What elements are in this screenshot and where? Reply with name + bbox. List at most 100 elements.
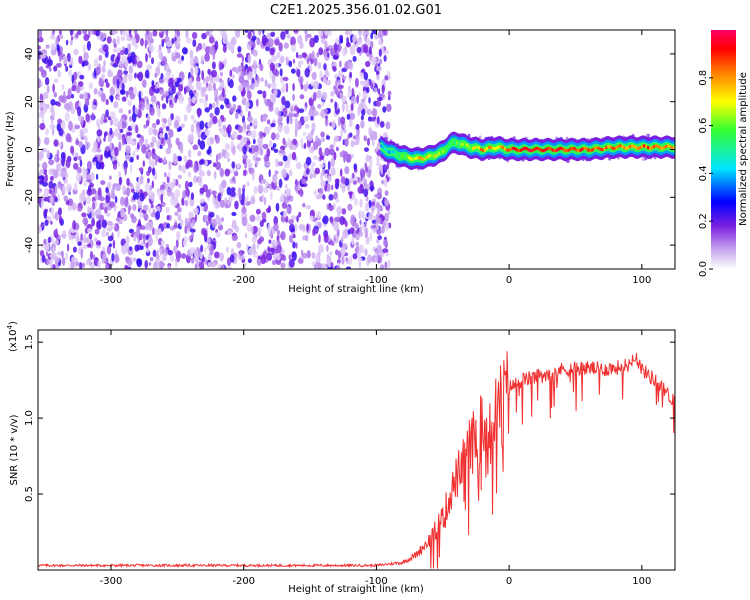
spectrogram-noise-cell	[232, 130, 238, 140]
spectrogram-noise-cell	[212, 102, 216, 109]
colorbar-tick-label: 0.8	[698, 70, 709, 86]
spectrogram-noise-cell	[87, 205, 91, 215]
spectrogram-ridge-cell	[400, 155, 403, 159]
snr-x-tick-label: -300	[100, 576, 123, 587]
spectrogram-noise-cell	[148, 44, 155, 53]
spectrogram-noise-cell	[310, 115, 314, 121]
spectrogram-noise-cell	[156, 187, 160, 197]
spectrogram-noise-cell	[189, 197, 195, 207]
spectrogram-noise-cell	[143, 204, 149, 211]
spectrogram-noise-cell	[309, 173, 314, 179]
spectrogram-noise-cell	[96, 214, 101, 219]
spectrogram-noise-cell	[207, 68, 211, 75]
spectrogram-noise-cell	[269, 93, 274, 99]
spectrogram-noise-cell	[93, 161, 97, 167]
spectrogram-noise-cell	[141, 144, 147, 154]
spectrogram-ridge-cell	[529, 149, 532, 153]
spectrogram-noise-cell	[66, 52, 71, 62]
spectrogram-noise-cell	[136, 60, 143, 69]
spectrogram-noise-cell	[306, 168, 310, 175]
spectrogram-noise-cell	[159, 262, 166, 267]
colorbar-gradient	[711, 30, 736, 269]
spectrogram-noise-cell	[351, 236, 355, 245]
spectrogram-noise-cell	[358, 92, 361, 98]
spectrogram-ridge-halo	[642, 157, 645, 162]
spectrogram-noise-cell	[89, 207, 94, 214]
spectrogram-noise-cell	[133, 191, 137, 201]
spectrogram-noise-cell	[195, 46, 199, 53]
spectrogram-noise-cell	[70, 39, 73, 46]
spectrogram-ridge-cell	[579, 148, 582, 152]
spectrogram-noise-cell	[151, 122, 157, 129]
spectrogram-noise-cell	[100, 161, 104, 170]
spectrogram-noise-cell	[275, 132, 280, 141]
spectrogram-noise-cell	[287, 138, 291, 143]
spectrogram-noise-cell	[148, 127, 154, 136]
spectrogram-noise-cell	[193, 164, 198, 173]
spectrogram-noise-cell	[236, 162, 240, 169]
spectrogram-noise-cell	[255, 157, 261, 162]
spectrogram-noise-cell	[359, 169, 366, 178]
spectrogram-noise-cell	[135, 124, 139, 134]
spectrogram-noise-cell	[156, 119, 160, 125]
spectrogram-noise-cell	[362, 30, 367, 38]
spectrogram-noise-cell	[256, 243, 260, 250]
spectrogram-noise-cell	[167, 249, 173, 256]
spectrogram-noise-cell	[355, 229, 359, 235]
spectrogram-ridge-cell	[440, 150, 443, 154]
spectrogram-noise-cell	[320, 171, 323, 182]
spectrogram-noise-cell	[148, 191, 151, 196]
spectrogram-noise-cell	[156, 104, 159, 114]
spectrogram-noise-cell	[229, 191, 236, 197]
spectrogram-noise-cell	[365, 38, 371, 46]
spectrogram-noise-cell	[62, 56, 68, 65]
spectrogram-noise-cell	[38, 45, 41, 50]
spectrogram-noise-cell	[282, 137, 286, 145]
spectrogram-noise-cell	[257, 90, 263, 95]
spectrogram-noise-cell	[70, 260, 75, 269]
spectrogram-noise-cell	[298, 108, 305, 113]
spectrogram-noise-cell	[289, 258, 295, 268]
spectrogram-noise-cell	[107, 220, 113, 226]
spectrogram-noise-cell	[174, 179, 179, 186]
spectrogram-noise-cell	[242, 154, 248, 160]
spectrogram-noise-cell	[383, 55, 387, 62]
spectrogram-noise-cell	[61, 95, 67, 104]
spectrogram-ridge-cell	[617, 144, 620, 149]
spectrogram-noise-cell	[280, 75, 284, 84]
spectrogram-ridge-cell	[408, 156, 411, 160]
spectrogram-noise-cell	[193, 89, 196, 95]
spectrogram-noise-cell	[169, 255, 175, 262]
spectrogram-noise-cell	[109, 127, 113, 136]
spectrogram-noise-cell	[204, 258, 208, 265]
spectrogram-noise-cell	[41, 69, 47, 78]
spectrogram-ridge-cell	[481, 148, 485, 153]
spectrogram-noise-cell	[62, 185, 66, 195]
spectrogram-noise-cell	[77, 207, 82, 212]
spectrogram-noise-cell	[104, 206, 108, 214]
spectrogram-noise-cell	[116, 79, 120, 89]
spectrogram-noise-cell	[118, 108, 124, 114]
spectrogram-noise-cell	[384, 30, 388, 37]
spectrogram-noise-cell	[271, 132, 276, 141]
spectrogram-noise-cell	[56, 44, 60, 52]
spectrogram-noise-cell	[313, 91, 317, 102]
spectrogram-noise-cell	[333, 221, 339, 232]
spectrogram-noise-cell	[300, 249, 304, 257]
spectrogram-noise-cell	[55, 228, 58, 237]
spectrogram-noise-cell	[83, 33, 90, 42]
spectrogram-noise-cell	[362, 223, 366, 231]
spectrogram-noise-cell	[217, 193, 222, 202]
snr-x-tick-label: -100	[365, 576, 388, 587]
spectrogram-noise-cell	[324, 169, 330, 175]
spectrogram-noise-cell	[77, 106, 82, 117]
spectrogram-noise-cell	[82, 44, 87, 53]
spectrogram-noise-cell	[132, 150, 136, 158]
spectrogram-ridge-cell	[571, 146, 574, 150]
spectrogram-noise-cell	[314, 167, 320, 175]
spectrogram-ridge-cell	[625, 146, 628, 150]
spectrogram-noise-cell	[191, 96, 196, 104]
spectrogram-noise-cell	[257, 238, 262, 245]
spectrogram-noise-cell	[376, 97, 383, 102]
spectrogram-noise-cell	[325, 79, 332, 86]
